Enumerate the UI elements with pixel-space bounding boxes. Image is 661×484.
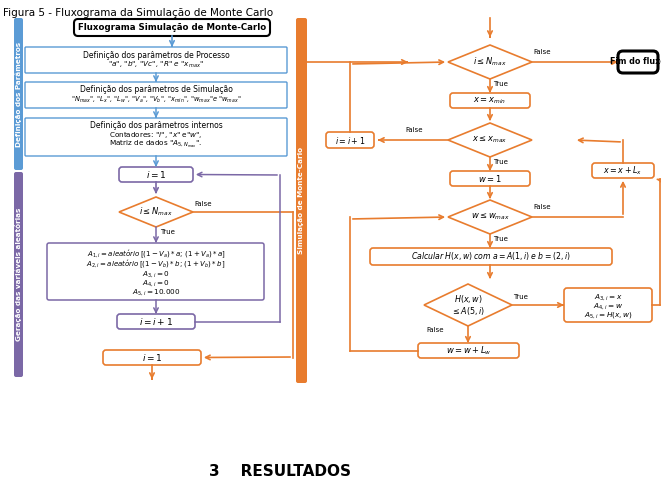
Polygon shape <box>119 197 193 227</box>
Text: Simulação de Monte-Carlo: Simulação de Monte-Carlo <box>299 147 305 254</box>
Text: $x \leq x_{max}$: $x \leq x_{max}$ <box>473 135 508 145</box>
FancyBboxPatch shape <box>25 47 287 73</box>
FancyBboxPatch shape <box>564 288 652 322</box>
Text: $w \leq w_{max}$: $w \leq w_{max}$ <box>471 212 510 222</box>
Text: $i \leq N_{max}$: $i \leq N_{max}$ <box>139 206 173 218</box>
Text: True: True <box>493 81 508 87</box>
Text: $w = w + L_w$: $w = w + L_w$ <box>446 344 491 357</box>
FancyBboxPatch shape <box>370 248 612 265</box>
Text: Contadores: "$i$", "$x$" e"$w$",: Contadores: "$i$", "$x$" e"$w$", <box>109 130 203 140</box>
Text: False: False <box>194 201 212 207</box>
Text: $\leq A(5,i)$: $\leq A(5,i)$ <box>451 305 485 317</box>
FancyBboxPatch shape <box>618 51 658 73</box>
Text: False: False <box>405 127 422 133</box>
Text: $A_{4,i} = 0$: $A_{4,i} = 0$ <box>142 278 170 288</box>
FancyBboxPatch shape <box>117 314 195 329</box>
FancyBboxPatch shape <box>14 18 23 170</box>
Text: $H(x,w)$: $H(x,w)$ <box>453 293 483 305</box>
Text: $A_{3,i} = x$: $A_{3,i} = x$ <box>594 292 622 302</box>
Text: $x = x_{min}$: $x = x_{min}$ <box>473 95 506 106</box>
Text: $i = 1$: $i = 1$ <box>146 169 167 180</box>
Text: False: False <box>533 204 551 210</box>
Text: True: True <box>493 159 508 165</box>
Polygon shape <box>448 123 532 157</box>
Text: True: True <box>513 294 528 300</box>
Polygon shape <box>448 200 532 234</box>
Text: Definição dos parâmetros de Simulação: Definição dos parâmetros de Simulação <box>79 86 233 94</box>
Text: Fluxograma Simulação de Monte-Carlo: Fluxograma Simulação de Monte-Carlo <box>78 23 266 32</box>
Text: Definição dos parâmetros de Processo: Definição dos parâmetros de Processo <box>83 50 229 60</box>
FancyBboxPatch shape <box>418 343 519 358</box>
Text: Definição dos Parâmetros: Definição dos Parâmetros <box>15 42 22 147</box>
Text: Figura 5 - Fluxograma da Simulação de Monte Carlo: Figura 5 - Fluxograma da Simulação de Mo… <box>3 8 273 18</box>
FancyBboxPatch shape <box>119 167 193 182</box>
FancyBboxPatch shape <box>14 172 23 377</box>
Text: Geração das variáveis aleatórias: Geração das variáveis aleatórias <box>15 207 22 341</box>
Text: $A_{3,i} = 0$: $A_{3,i} = 0$ <box>142 269 170 279</box>
Text: $A_{1,i} = aleat\acute{o}rio\,[(1-V_a)*a;\,(1+V_a)*a]$: $A_{1,i} = aleat\acute{o}rio\,[(1-V_a)*a… <box>87 248 225 260</box>
FancyBboxPatch shape <box>450 93 530 108</box>
FancyBboxPatch shape <box>25 82 287 108</box>
Text: $A_{2,i} = aleat\acute{o}rio\,[(1-V_b)*b;\,(1+V_b)*b]$: $A_{2,i} = aleat\acute{o}rio\,[(1-V_b)*b… <box>87 258 225 270</box>
Text: $w = 1$: $w = 1$ <box>478 173 502 184</box>
Text: $Calcular\;H(x,w)\;com\;a = A(1,i)\;e\;b = (2,i)$: $Calcular\;H(x,w)\;com\;a = A(1,i)\;e\;b… <box>411 251 571 262</box>
Text: $A_{4,i} = w$: $A_{4,i} = w$ <box>593 301 623 311</box>
Text: $A_{5,i} = 10.000$: $A_{5,i} = 10.000$ <box>132 287 180 297</box>
Text: $i \leq N_{max}$: $i \leq N_{max}$ <box>473 56 507 68</box>
FancyBboxPatch shape <box>103 350 201 365</box>
FancyBboxPatch shape <box>47 243 264 300</box>
Text: $i = i + 1$: $i = i + 1$ <box>139 316 173 327</box>
FancyBboxPatch shape <box>326 132 374 148</box>
Text: True: True <box>493 236 508 242</box>
Text: $A_{5,i} = H(x,w)$: $A_{5,i} = H(x,w)$ <box>584 310 633 320</box>
FancyBboxPatch shape <box>450 171 530 186</box>
Text: 3    RESULTADOS: 3 RESULTADOS <box>209 465 351 480</box>
Text: $i = i + 1$: $i = i + 1$ <box>335 135 365 146</box>
Text: Fim do fluxo: Fim do fluxo <box>610 58 661 66</box>
FancyBboxPatch shape <box>296 18 307 383</box>
Text: Definição dos parâmetros internos: Definição dos parâmetros internos <box>90 121 222 131</box>
Polygon shape <box>424 284 512 326</box>
Text: $x = x + L_x$: $x = x + L_x$ <box>603 164 642 177</box>
Text: Matriz de dados "$A_{5,N_{max}}$".: Matriz de dados "$A_{5,N_{max}}$". <box>110 138 202 150</box>
Polygon shape <box>448 45 532 79</box>
Text: False: False <box>426 327 444 333</box>
Text: "$N_{max}$", "$L_x$", "$L_w$", "$V_a$", "$V_b$", "$x_{min}$", "$w_{max}$"e "$w_{: "$N_{max}$", "$L_x$", "$L_w$", "$V_a$", … <box>71 95 241 105</box>
FancyBboxPatch shape <box>74 19 270 36</box>
Text: False: False <box>533 49 551 55</box>
Text: $i = 1$: $i = 1$ <box>141 352 162 363</box>
Text: True: True <box>160 229 175 235</box>
FancyBboxPatch shape <box>25 118 287 156</box>
FancyBboxPatch shape <box>592 163 654 178</box>
Text: "$a$", "$b$", "$Vc$", "$R$" e "$x_{max}$": "$a$", "$b$", "$Vc$", "$R$" e "$x_{max}$… <box>108 60 204 70</box>
